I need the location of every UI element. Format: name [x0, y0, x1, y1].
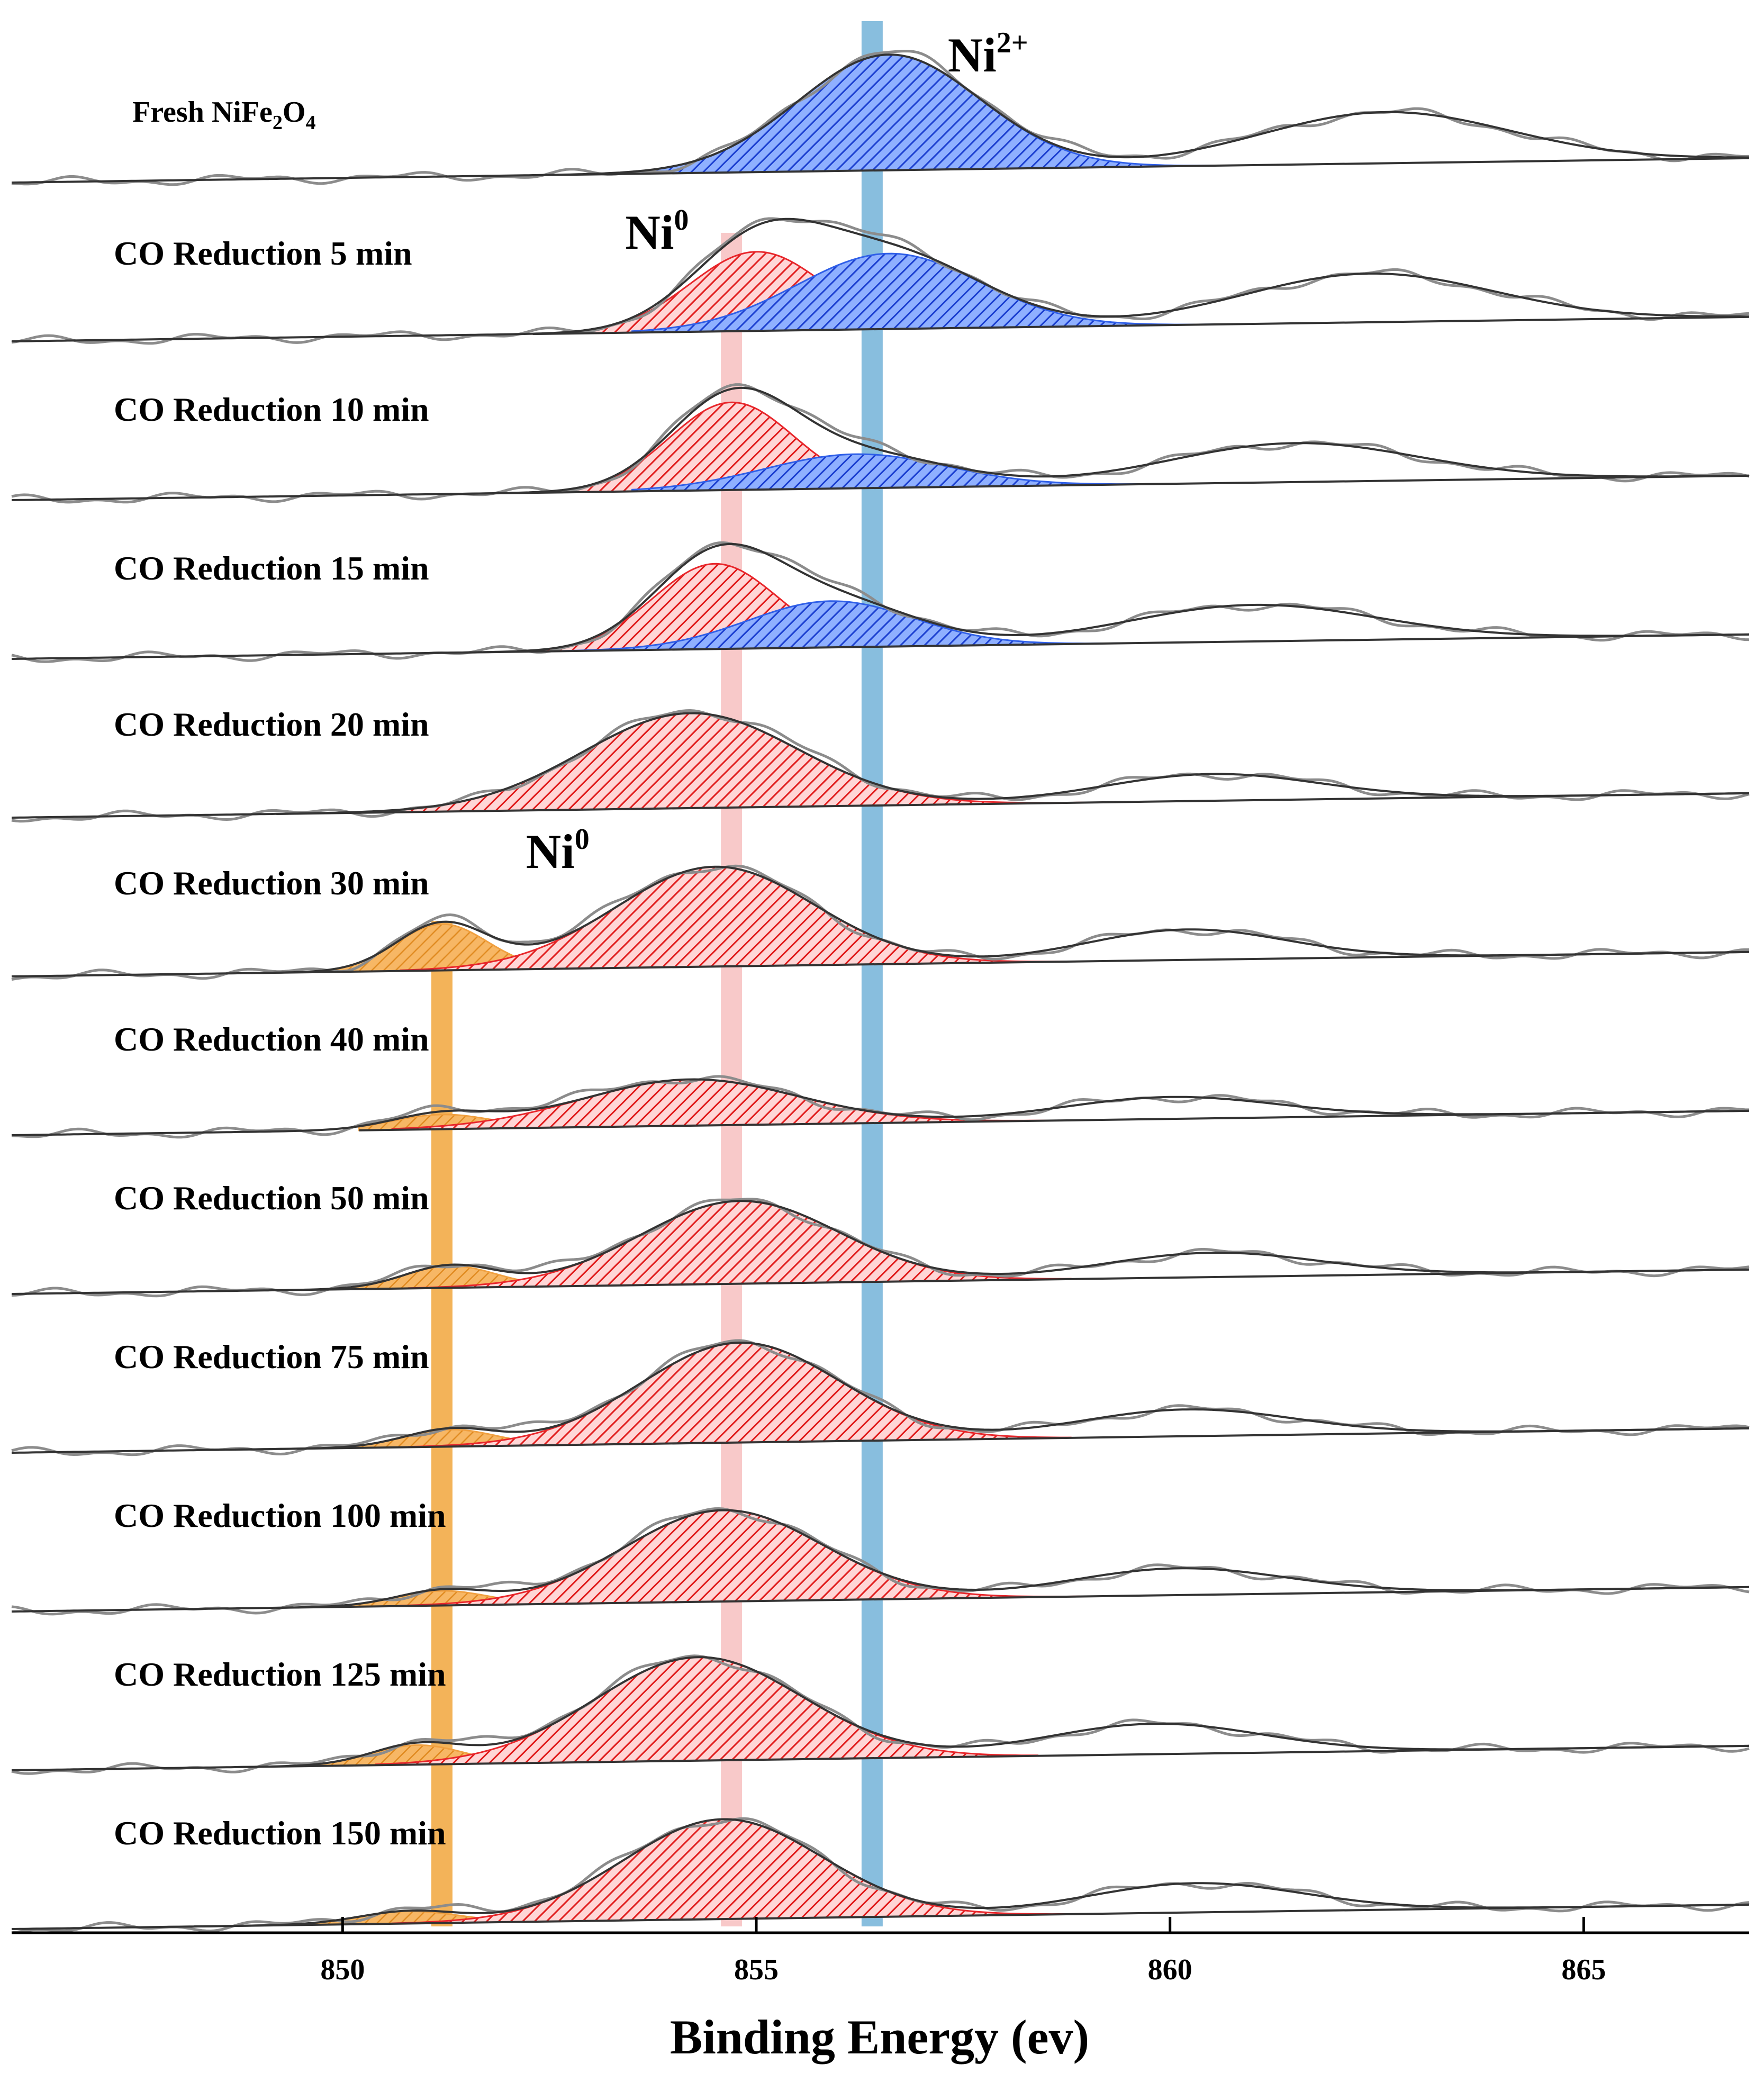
- row-label: CO Reduction 75 min: [114, 1338, 429, 1375]
- spectrum-row: [11, 541, 1750, 663]
- x-tick-label: 855: [734, 1953, 779, 1986]
- background-line: [276, 792, 1750, 815]
- spectrum-row: [11, 49, 1750, 186]
- row-label: CO Reduction 30 min: [114, 864, 429, 902]
- x-tick-label: 860: [1148, 1953, 1192, 1986]
- row-labels: Fresh NiFe2O4 CO Reduction 5 min CO Reduct…: [114, 96, 446, 1852]
- spectrum-row: [11, 1075, 1750, 1139]
- fit-envelope-line: [11, 218, 1749, 342]
- row-label: Fresh NiFe2O4: [132, 96, 315, 134]
- row-label: CO Reduction 5 min: [114, 234, 412, 272]
- x-tick-label: 865: [1561, 1953, 1606, 1986]
- annotation-ni0: Ni0: [625, 204, 689, 259]
- background-line: [235, 1744, 1750, 1769]
- background-line: [301, 1268, 1750, 1291]
- spectrum-row: [11, 1817, 1750, 1934]
- spectrum-row: [11, 1654, 1750, 1775]
- row-label: CO Reduction 10 min: [114, 391, 429, 428]
- background-line: [450, 474, 1750, 495]
- annotation-ni2plus: Ni2+: [948, 26, 1028, 82]
- background-line: [251, 951, 1750, 974]
- background-line: [276, 1586, 1750, 1609]
- spectrum-row: [11, 864, 1750, 981]
- fit-envelope-line: [11, 386, 1750, 501]
- raw-data-line: [11, 217, 1750, 345]
- fit-envelope-line: [11, 1818, 1750, 1930]
- background-line: [235, 1427, 1750, 1451]
- annotation-ni0: Ni0: [526, 823, 590, 879]
- background-line: [532, 157, 1750, 177]
- x-ticks: 850 855 860 865: [320, 1917, 1606, 1986]
- raw-data-line: [11, 49, 1750, 186]
- row-label: CO Reduction 40 min: [114, 1020, 429, 1058]
- row-label: CO Reduction 100 min: [114, 1497, 446, 1534]
- spectrum-row: [11, 1339, 1750, 1456]
- spectrum-row: [11, 217, 1750, 345]
- reference-band: [431, 921, 453, 1926]
- peak-ni0: [375, 1656, 1038, 1766]
- row-label: CO Reduction 20 min: [114, 705, 429, 743]
- x-axis-label: Binding Energy (ev): [670, 2010, 1089, 2064]
- spectrum-row: [11, 383, 1750, 504]
- raw-data-line: [11, 1198, 1750, 1298]
- spectrum-row: [11, 1198, 1750, 1298]
- row-label: CO Reduction 150 min: [114, 1814, 446, 1852]
- x-tick-label: 850: [320, 1953, 365, 1986]
- row-label: CO Reduction 50 min: [114, 1179, 429, 1217]
- row-label: CO Reduction 125 min: [114, 1655, 446, 1693]
- spectra: [11, 49, 1750, 1934]
- fit-envelope-line: [11, 542, 1750, 660]
- background-line: [359, 1109, 1750, 1132]
- reference-band: [861, 21, 883, 1926]
- spectrum-row: [11, 709, 1750, 823]
- fit-envelope-line: [11, 53, 1749, 184]
- raw-data-line: [11, 1654, 1750, 1775]
- raw-data-line: [11, 1817, 1750, 1934]
- spectrum-row: [11, 1507, 1750, 1616]
- background-line: [532, 315, 1750, 336]
- x-axis: 850 855 860 865 Binding Energy (ev): [12, 1917, 1749, 2064]
- background-line: [193, 1903, 1750, 1928]
- background-line: [441, 633, 1750, 654]
- row-label: CO Reduction 15 min: [114, 549, 429, 587]
